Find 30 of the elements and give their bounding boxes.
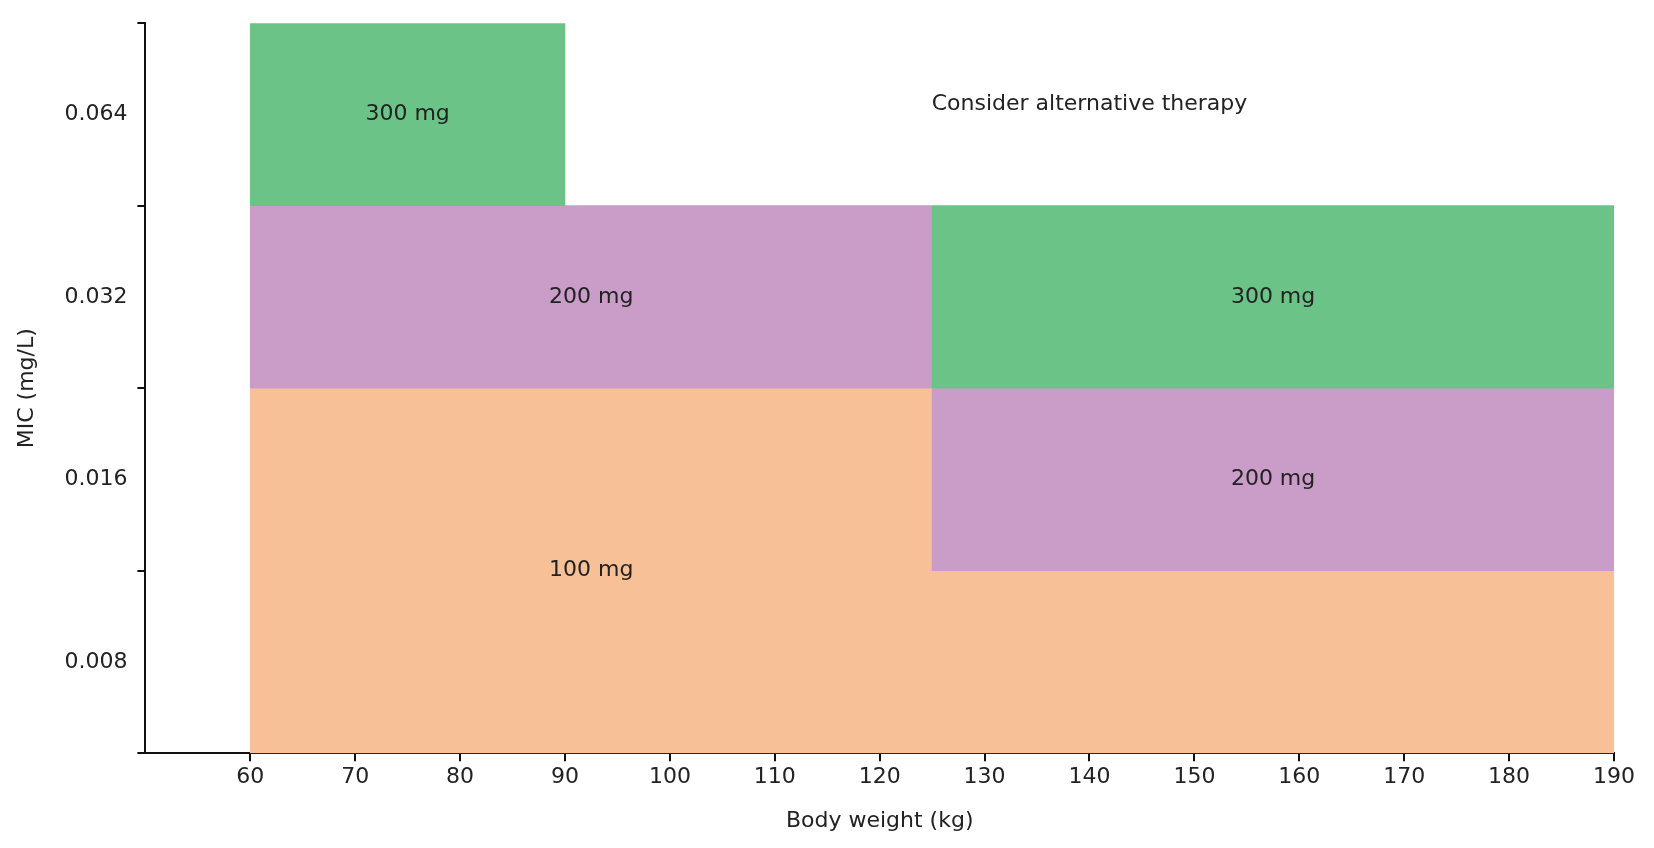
bar bbox=[931, 387, 1614, 572]
x-axis-title: Body weight (kg) bbox=[785, 806, 974, 832]
text: 300 mg bbox=[1230, 282, 1316, 308]
x-tick-label: 100 bbox=[648, 763, 691, 789]
x-tick-label: 130 bbox=[963, 763, 1006, 789]
series-label: 100 mg bbox=[549, 556, 634, 582]
text: 200 mg bbox=[1230, 465, 1316, 491]
x-tick-label: 60 bbox=[236, 763, 265, 789]
x-tick-label: 80 bbox=[446, 763, 475, 789]
x-tick-label: 160 bbox=[1278, 763, 1321, 789]
bar bbox=[249, 205, 933, 389]
x-tick-label: 140 bbox=[1068, 763, 1111, 789]
x-tick-label: 150 bbox=[1173, 763, 1216, 789]
x-tick-label: 120 bbox=[858, 763, 901, 789]
series-label: 200 mg bbox=[549, 282, 634, 308]
y-tick-label: 0.064 bbox=[64, 100, 128, 126]
annotation: Consider alternative therapy bbox=[931, 90, 1248, 116]
x-tick-label: 70 bbox=[341, 763, 370, 789]
x-tick-label: 180 bbox=[1488, 763, 1531, 789]
x-tick-label: 190 bbox=[1593, 763, 1635, 789]
x-tick-label: 170 bbox=[1383, 763, 1426, 789]
bar bbox=[931, 205, 1614, 389]
x-tick-label: 110 bbox=[753, 763, 796, 789]
bar bbox=[249, 23, 566, 207]
series-label: 300 mg bbox=[365, 100, 450, 126]
y-tick-label: 0.016 bbox=[64, 465, 128, 491]
y-axis-title: MIC (mg/L) bbox=[12, 328, 38, 449]
y-tick-label: 0.008 bbox=[64, 647, 128, 673]
y-tick-label: 0.032 bbox=[64, 282, 128, 308]
x-tick-label: 90 bbox=[550, 763, 579, 789]
